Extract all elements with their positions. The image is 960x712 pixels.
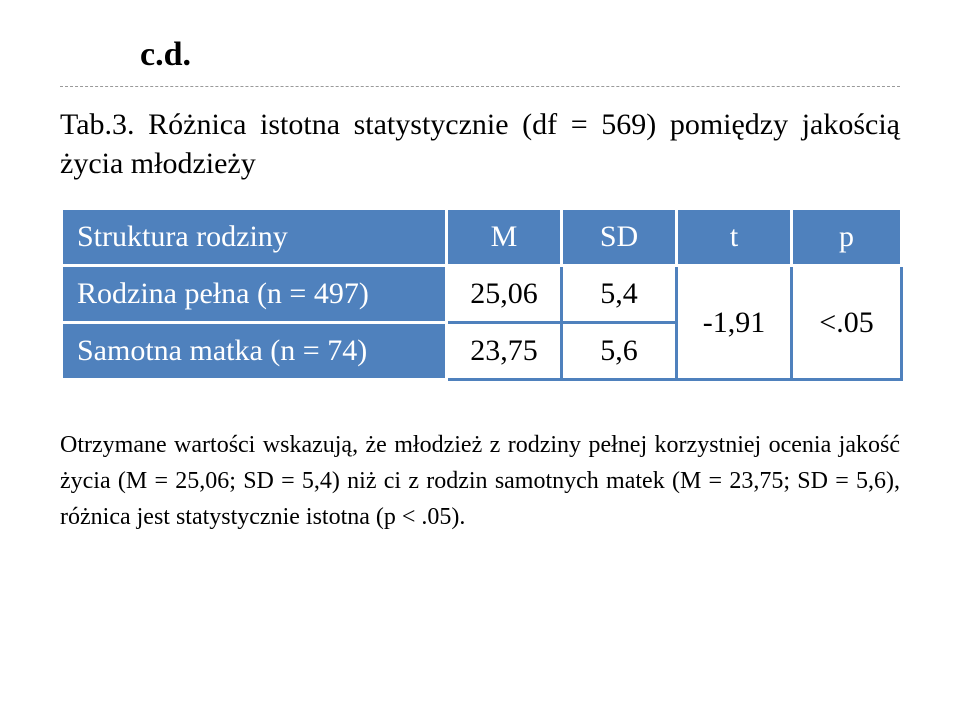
cell-sd: 5,4 [562, 266, 677, 323]
col-header-t: t [677, 209, 792, 266]
table-row: Rodzina pełna (n = 497) 25,06 5,4 -1,91 … [62, 266, 902, 323]
cell-sd: 5,6 [562, 323, 677, 380]
cell-m: 25,06 [447, 266, 562, 323]
cell-p: <.05 [792, 266, 902, 380]
col-header-m: M [447, 209, 562, 266]
data-table: Struktura rodziny M SD t p Rodzina pełna… [60, 207, 903, 381]
page-heading: c.d. [140, 36, 900, 74]
conclusion-text: Otrzymane wartości wskazują, że młodzież… [60, 427, 900, 535]
cell-t: -1,91 [677, 266, 792, 380]
cell-m: 23,75 [447, 323, 562, 380]
col-header-struktura: Struktura rodziny [62, 209, 447, 266]
divider [60, 86, 900, 87]
col-header-p: p [792, 209, 902, 266]
row-label: Samotna matka (n = 74) [62, 323, 447, 380]
row-label: Rodzina pełna (n = 497) [62, 266, 447, 323]
col-header-sd: SD [562, 209, 677, 266]
table-caption: Tab.3. Różnica istotna statystycznie (df… [60, 105, 900, 183]
